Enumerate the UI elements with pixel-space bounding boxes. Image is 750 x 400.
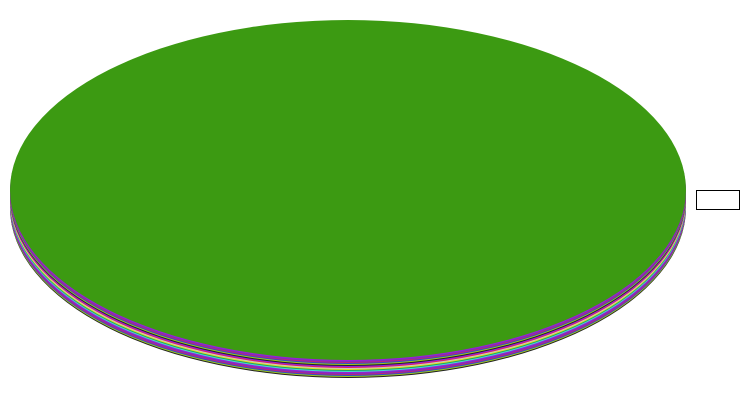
legend [696, 190, 740, 210]
pie-slice [10, 20, 686, 360]
